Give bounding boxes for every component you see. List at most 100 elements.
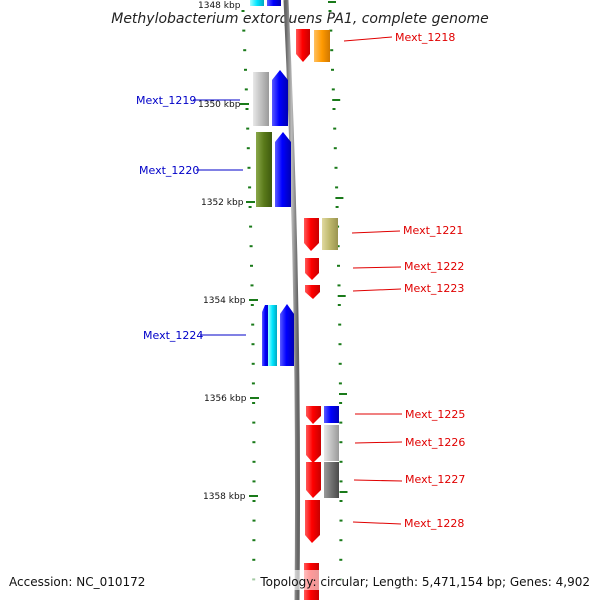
minor-tick bbox=[337, 304, 341, 306]
gene-feature[interactable] bbox=[324, 425, 339, 461]
right-gene-labels: Mext_1218 Mext_1221 Mext_1222 Mext_1223 … bbox=[343, 31, 465, 530]
gene-feature-mext-1223[interactable] bbox=[305, 285, 320, 299]
minor-tick bbox=[251, 362, 255, 365]
gene-arrow[interactable] bbox=[275, 132, 291, 207]
forward-strand-features bbox=[296, 29, 339, 600]
scale-label: 1358 kbp bbox=[203, 492, 246, 502]
gene-label-mext-1222[interactable]: Mext_1222 bbox=[404, 260, 464, 273]
minor-tick bbox=[244, 88, 248, 91]
minor-tick bbox=[252, 460, 256, 463]
minor-tick bbox=[250, 264, 253, 267]
gene-label-mext-1228[interactable]: Mext_1228 bbox=[404, 517, 464, 530]
gene-label-mext-1224[interactable]: Mext_1224 bbox=[143, 329, 203, 342]
minor-tick bbox=[339, 519, 343, 522]
major-tick bbox=[339, 393, 347, 395]
minor-tick bbox=[339, 558, 343, 561]
minor-tick bbox=[251, 382, 255, 385]
gene-label-mext-1226[interactable]: Mext_1226 bbox=[405, 436, 465, 449]
leader-line bbox=[352, 288, 402, 292]
scale-labels: 1348 kbp 1350 kbp 1352 kbp 1354 kbp 1356… bbox=[198, 1, 259, 502]
major-tick bbox=[249, 299, 258, 301]
minor-tick bbox=[337, 264, 340, 267]
gene-feature-mext-1219[interactable] bbox=[253, 72, 269, 126]
minor-tick bbox=[250, 304, 254, 306]
minor-tick bbox=[337, 284, 341, 287]
minor-tick bbox=[333, 147, 337, 150]
gene-label-mext-1220[interactable]: Mext_1220 bbox=[139, 164, 199, 177]
tick-ring-left bbox=[241, 10, 256, 581]
gene-feature[interactable] bbox=[324, 406, 339, 423]
leader-line bbox=[352, 266, 402, 269]
minor-tick bbox=[331, 68, 334, 71]
gene-feature-mext-1228[interactable] bbox=[305, 500, 320, 543]
major-tick bbox=[335, 197, 344, 199]
major-tick bbox=[337, 295, 346, 297]
minor-tick bbox=[335, 206, 339, 208]
minor-tick bbox=[248, 186, 252, 189]
gene-feature-mext-1224[interactable] bbox=[262, 305, 269, 366]
gene-feature[interactable] bbox=[250, 0, 264, 6]
gene-feature-mext-1227[interactable] bbox=[306, 462, 321, 498]
minor-tick bbox=[251, 343, 255, 346]
minor-tick bbox=[328, 10, 332, 12]
minor-tick bbox=[249, 225, 253, 228]
minor-tick bbox=[338, 323, 342, 326]
minor-tick bbox=[247, 166, 251, 169]
gene-feature[interactable] bbox=[267, 0, 281, 6]
gene-label-mext-1227[interactable]: Mext_1227 bbox=[405, 473, 465, 486]
minor-tick bbox=[252, 500, 256, 502]
gene-label-mext-1225[interactable]: Mext_1225 bbox=[405, 408, 465, 421]
gene-feature-mext-1218[interactable] bbox=[296, 29, 310, 62]
minor-tick bbox=[252, 402, 256, 404]
gene-feature-mext-1220[interactable] bbox=[256, 132, 272, 207]
gene-label-mext-1219[interactable]: Mext_1219 bbox=[136, 94, 196, 107]
gene-label-mext-1221[interactable]: Mext_1221 bbox=[403, 224, 463, 237]
gene-arrow[interactable] bbox=[272, 70, 288, 126]
minor-tick bbox=[331, 88, 335, 91]
gene-arrow[interactable] bbox=[280, 304, 294, 366]
minor-tick bbox=[244, 68, 247, 71]
minor-tick bbox=[243, 49, 247, 52]
scale-label: 1350 kbp bbox=[198, 100, 241, 110]
genome-backbone bbox=[283, 0, 301, 600]
left-gene-labels: Mext_1219 Mext_1220 Mext_1224 bbox=[136, 94, 246, 342]
scale-label: 1356 kbp bbox=[204, 394, 247, 404]
minor-tick bbox=[249, 245, 253, 248]
gene-label-mext-1223[interactable]: Mext_1223 bbox=[404, 282, 464, 295]
minor-tick bbox=[245, 108, 249, 110]
gene-feature[interactable] bbox=[322, 218, 338, 250]
minor-tick bbox=[246, 127, 250, 130]
scale-label: 1352 kbp bbox=[201, 198, 244, 208]
minor-tick bbox=[339, 402, 343, 404]
minor-tick bbox=[242, 29, 246, 32]
minor-tick bbox=[339, 460, 343, 463]
minor-tick bbox=[241, 10, 245, 12]
minor-tick bbox=[338, 343, 342, 346]
minor-tick bbox=[336, 245, 340, 248]
minor-tick bbox=[246, 147, 250, 150]
major-tick bbox=[250, 397, 259, 399]
major-tick bbox=[240, 103, 249, 105]
minor-tick bbox=[252, 558, 256, 561]
minor-tick bbox=[248, 206, 252, 208]
gene-feature-mext-1221[interactable] bbox=[304, 218, 319, 251]
leader-line bbox=[354, 441, 403, 444]
minor-tick bbox=[330, 49, 334, 52]
major-tick bbox=[249, 495, 258, 497]
scale-label: 1354 kbp bbox=[203, 296, 246, 306]
tick-ring-right bbox=[328, 1, 348, 581]
gene-feature[interactable] bbox=[314, 30, 330, 62]
gene-feature[interactable] bbox=[324, 462, 339, 498]
major-tick bbox=[328, 1, 336, 3]
gene-feature-mext-1222[interactable] bbox=[305, 258, 319, 280]
major-tick bbox=[332, 99, 341, 101]
major-tick bbox=[246, 201, 255, 203]
gene-feature-mext-1225[interactable] bbox=[306, 406, 321, 424]
gene-feature-mext-1226[interactable] bbox=[306, 425, 321, 463]
gene-feature[interactable] bbox=[268, 305, 277, 366]
reverse-strand-features bbox=[253, 70, 294, 366]
gene-label-mext-1218[interactable]: Mext_1218 bbox=[395, 31, 455, 44]
leader-line bbox=[353, 479, 403, 482]
